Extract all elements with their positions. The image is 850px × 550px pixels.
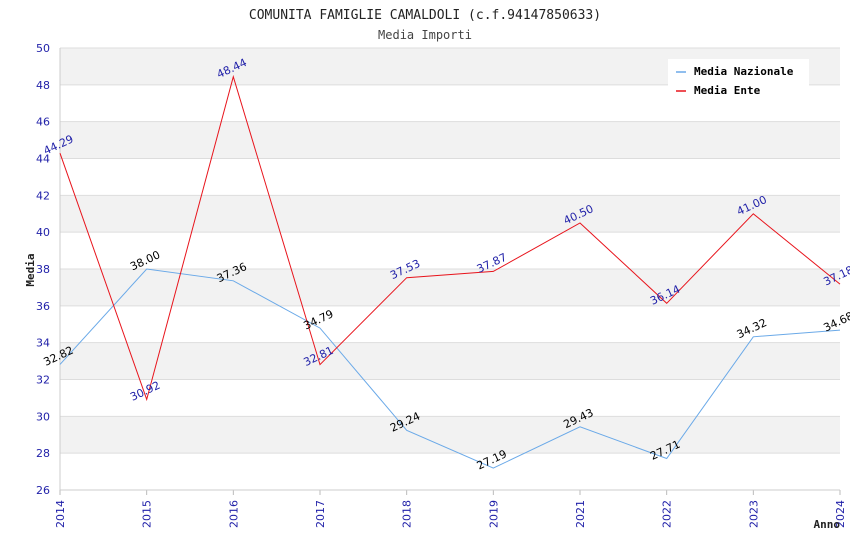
y-tick-labels: 26 28 30 32 34 36 38 40 42 44 46 48 50: [36, 42, 50, 497]
data-label-media-nazionale: 34.79: [301, 307, 335, 332]
x-tick-label: 2018: [401, 500, 414, 528]
grid-band: [60, 416, 840, 454]
y-tick-label: 38: [36, 263, 50, 276]
y-tick-label: 28: [36, 447, 50, 460]
y-tick-label: 34: [36, 337, 50, 350]
legend: Media Nazionale Media Ente: [668, 59, 809, 101]
series-line-media-nazionale: [59, 268, 841, 469]
grid-lines: [59, 47, 841, 495]
grid-band: [60, 195, 840, 233]
data-label-media-nazionale: 34.32: [735, 316, 769, 341]
y-tick-label: 36: [36, 300, 50, 313]
x-tick-label: 2017: [314, 500, 327, 528]
chart-subtitle: Media Importi: [378, 28, 472, 42]
y-tick-label: 26: [36, 484, 50, 497]
x-tick-labels: 2014 2015 2016 2017 2018 2019 2021 2022 2023 2024: [54, 500, 847, 528]
legend-label-media-ente: Media Ente: [694, 84, 761, 97]
grid-bands: [60, 48, 840, 454]
chart-title: COMUNITA FAMIGLIE CAMALDOLI (c.f.9414785…: [249, 8, 601, 23]
x-tick-label: 2023: [747, 500, 760, 528]
series-line-media-ente: [59, 74, 841, 402]
x-tick-label: 2021: [574, 500, 587, 528]
grid-band: [60, 342, 840, 380]
y-tick-label: 44: [36, 153, 50, 166]
grid-band: [60, 121, 840, 159]
y-tick-label: 32: [36, 374, 50, 387]
x-tick-label: 2016: [227, 500, 240, 528]
legend-label-media-nazionale: Media Nazionale: [694, 65, 794, 78]
y-tick-label: 46: [36, 116, 50, 129]
x-tick-label: 2022: [661, 500, 674, 528]
y-tick-label: 42: [36, 189, 50, 202]
series-lines: [59, 74, 841, 469]
x-tick-label: 2015: [141, 500, 154, 528]
legend-box: [668, 59, 809, 101]
x-tick-label: 2014: [54, 500, 67, 528]
data-label-media-ente: 30.92: [128, 379, 162, 404]
x-axis-title: Anno: [814, 518, 841, 531]
y-tick-label: 48: [36, 79, 50, 92]
x-tick-label: 2019: [487, 500, 500, 528]
y-tick-label: 30: [36, 410, 50, 423]
x-tick-label: 2024: [834, 500, 847, 528]
y-axis-title: Media: [24, 253, 37, 286]
y-tick-label: 50: [36, 42, 50, 55]
y-tick-label: 40: [36, 226, 50, 239]
